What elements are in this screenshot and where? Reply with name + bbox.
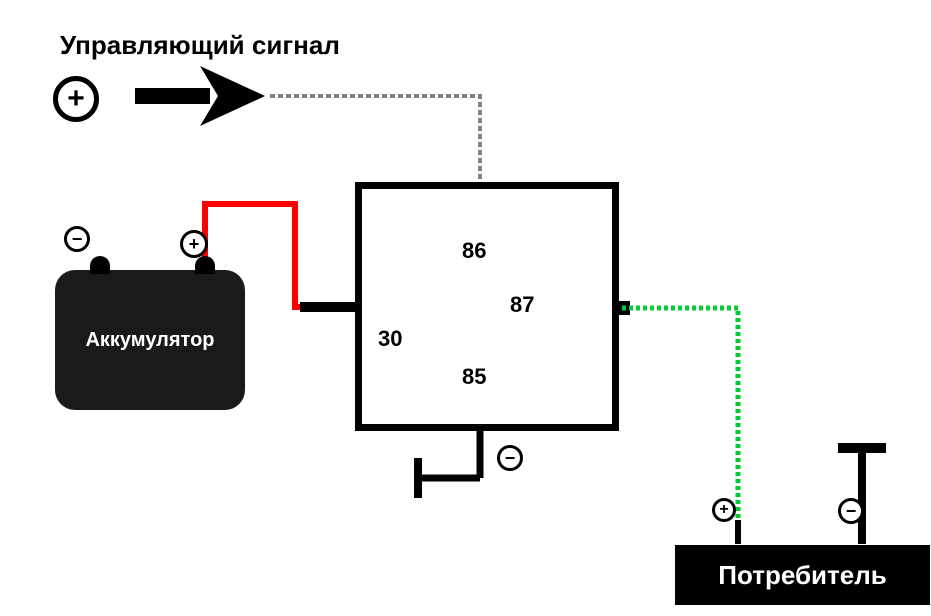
battery-post-minus	[90, 256, 110, 274]
minus-icon-consumer: −	[838, 498, 864, 524]
battery-label: Аккумулятор	[85, 329, 214, 352]
plus-icon-consumer: +	[712, 498, 736, 522]
diagram-stage: { "title": { "text": "Управляющий сигнал…	[0, 0, 931, 616]
plus-icon-battery: +	[180, 230, 208, 258]
pin-85-label: 85	[462, 364, 486, 390]
pin-30-label: 30	[378, 326, 402, 352]
minus-icon-battery: −	[64, 226, 90, 252]
consumer-box: Потребитель	[675, 545, 930, 605]
battery-post-plus	[195, 256, 215, 274]
minus-icon-pin85: −	[497, 445, 523, 471]
pin-86-label: 86	[462, 238, 486, 264]
pin-87-label: 87	[510, 292, 534, 318]
consumer-label: Потребитель	[718, 560, 886, 591]
battery-box: Аккумулятор	[55, 270, 245, 410]
relay-box	[355, 182, 619, 431]
